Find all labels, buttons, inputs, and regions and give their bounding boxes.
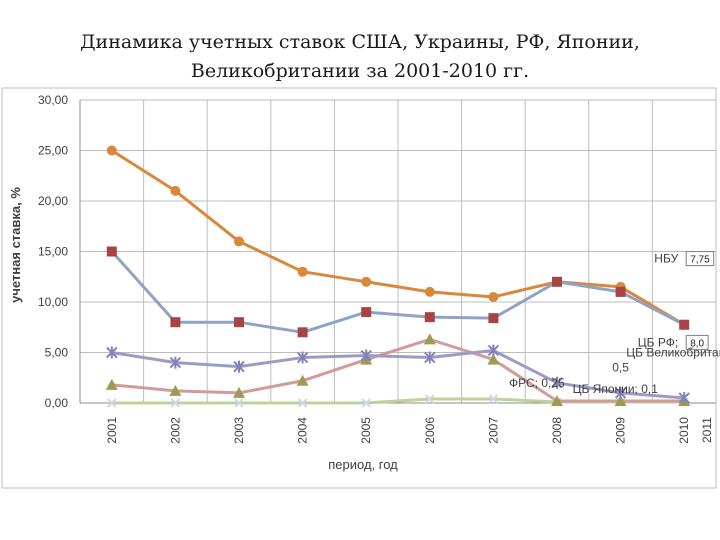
- annotation-label: ЦБ Великобритании;: [626, 346, 720, 360]
- annotation-label: ЦБ Японии; 0,1: [573, 382, 659, 396]
- data-point: [107, 398, 117, 408]
- x-tick-label: 2008: [550, 417, 564, 444]
- annotation-label: 0,5: [612, 361, 629, 375]
- data-point: [488, 394, 499, 404]
- data-point: [169, 384, 182, 396]
- series-line: [111, 348, 685, 400]
- x-tick-label: 2001: [105, 417, 119, 444]
- series-line: [111, 337, 685, 403]
- data-point: [487, 353, 500, 365]
- data-point: [297, 398, 308, 408]
- y-tick-label: 25,00: [38, 144, 68, 158]
- data-point: [234, 317, 244, 328]
- x-tick-label: 2010: [677, 417, 691, 444]
- data-point: [424, 351, 436, 364]
- data-point: [296, 351, 309, 364]
- data-point: [234, 398, 244, 408]
- data-point: [233, 360, 245, 373]
- data-point: [488, 291, 499, 302]
- x-tick-label: 2007: [486, 417, 500, 444]
- x-tick-label: 2006: [423, 417, 437, 444]
- annotation-label: ФРС; 0,25: [509, 376, 565, 390]
- data-point: [614, 394, 627, 406]
- data-point: [105, 378, 118, 390]
- data-point: [614, 386, 627, 399]
- data-point: [678, 391, 690, 404]
- x-tick-label: 2005: [359, 417, 373, 444]
- chart-title-line-2: Великобритании за 2001-2010 гг.: [190, 60, 530, 82]
- data-point: [234, 236, 244, 247]
- data-point: [424, 286, 435, 297]
- data-point: [615, 286, 626, 297]
- x-tick-label: 2004: [296, 417, 310, 444]
- data-point: [551, 394, 563, 406]
- annotation-box: [685, 251, 715, 267]
- data-point: [552, 276, 562, 287]
- annotation-label: ЦБ РФ;: [638, 335, 678, 349]
- chart-title-line-1: Динамика учетных ставок США, Украины, РФ…: [80, 31, 640, 53]
- annotation-value: 7,75: [690, 255, 710, 266]
- x-axis-ticks: 2001 2002 2003 2004 2005 2006 2007 2008 2009 2010…: [105, 417, 714, 444]
- y-tick-label: 5,00: [45, 346, 69, 360]
- y-tick-label: 20,00: [38, 194, 68, 208]
- data-point: [361, 398, 371, 408]
- data-point: [297, 327, 308, 338]
- data-point: [170, 398, 181, 408]
- x-tick-label: 2002: [168, 417, 182, 444]
- annotations-group: НБУ 7,75 ЦБ РФ; 8,0ЦБ Великобритании;0,5 ФРС…: [509, 251, 720, 396]
- data-point: [361, 307, 372, 318]
- data-point: [296, 374, 309, 386]
- data-point: [361, 276, 372, 287]
- data-point: [488, 313, 499, 324]
- annotation-label: НБУ: [654, 252, 678, 266]
- x-tick-label: 2009: [614, 417, 628, 444]
- data-point: [170, 185, 181, 196]
- series-line: [110, 149, 685, 327]
- y-tick-label: 30,00: [38, 93, 68, 107]
- annotation-value: 8,0: [690, 338, 704, 349]
- gridlines: [79, 99, 717, 404]
- y-tick-label: 15,00: [38, 245, 68, 259]
- data-point: [106, 145, 117, 156]
- annotation-box: [685, 334, 709, 350]
- series-line: [110, 250, 685, 334]
- y-tick-label: 0,00: [45, 396, 69, 410]
- x-tick-label: 2003: [232, 417, 246, 444]
- y-axis-ticks: 0,00 5,00 10,00 15,00 20,00 25,00 30,00: [38, 93, 68, 410]
- data-point: [360, 349, 372, 362]
- data-point: [170, 317, 181, 328]
- chart-title: Динамика учетных ставок США, Украины, РФ…: [0, 28, 720, 86]
- data-point: [425, 394, 435, 404]
- x-axis-label: период, год: [328, 457, 398, 472]
- data-point: [297, 266, 308, 277]
- data-point: [233, 386, 245, 398]
- data-point: [551, 376, 563, 389]
- x-tick-label-extra: 2011: [700, 417, 714, 443]
- series-group: [105, 145, 691, 408]
- data-point: [679, 319, 690, 330]
- data-point: [424, 312, 435, 323]
- data-point: [423, 333, 436, 345]
- data-point: [106, 246, 117, 257]
- data-point: [169, 356, 182, 369]
- data-point: [106, 346, 118, 359]
- y-axis-label: учетная ставка, %: [8, 187, 23, 303]
- data-point: [487, 344, 500, 357]
- y-tick-label: 10,00: [38, 295, 68, 309]
